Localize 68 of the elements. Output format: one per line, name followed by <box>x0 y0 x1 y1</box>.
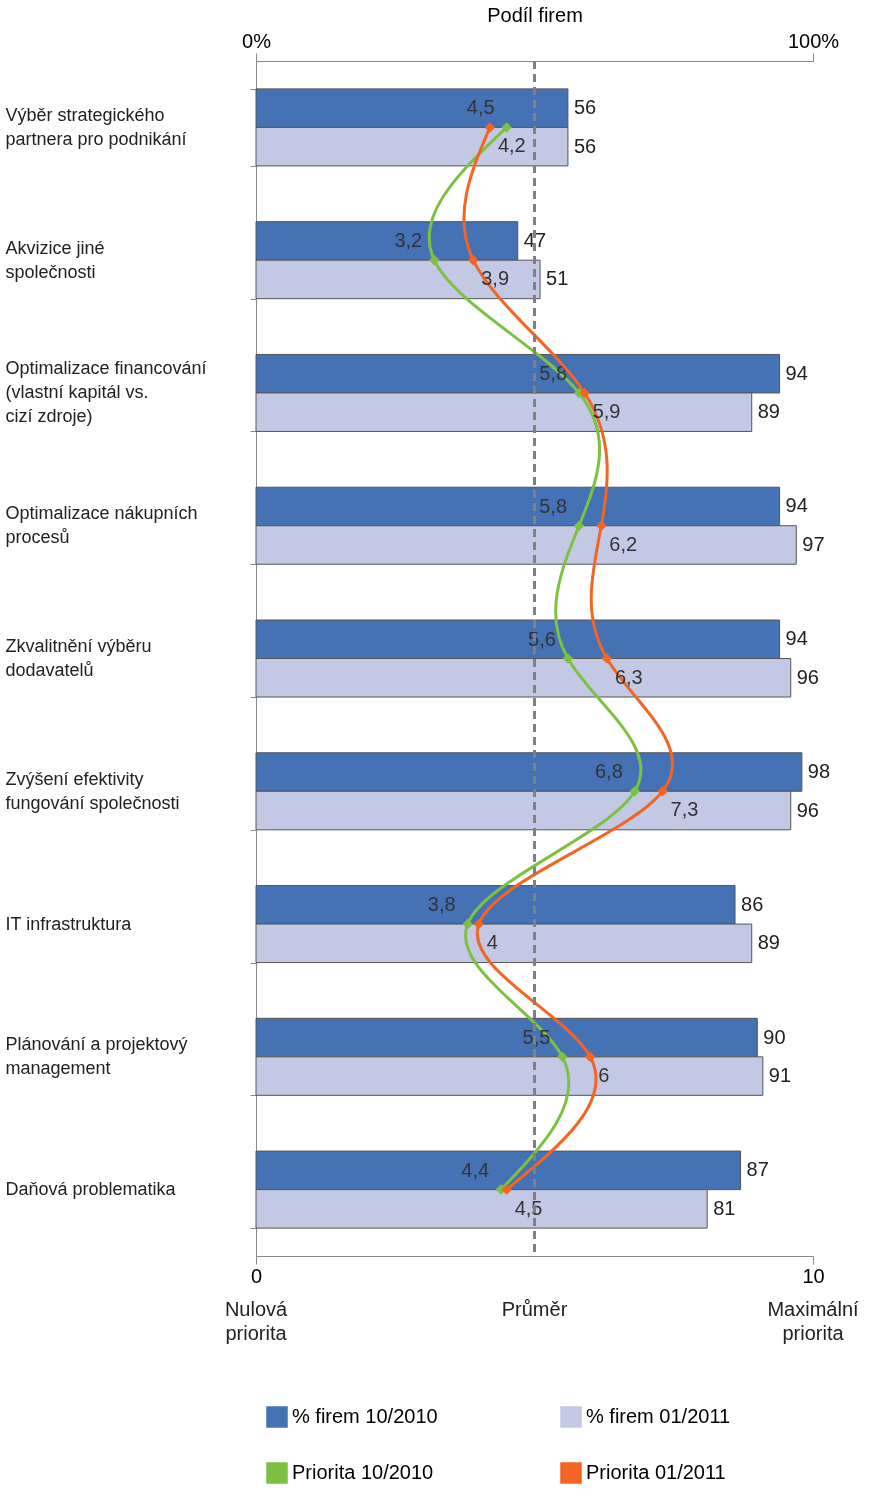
data-label: 56 <box>573 134 597 157</box>
data-label: 4 <box>486 931 498 954</box>
data-label: 94 <box>785 494 808 517</box>
point <box>462 918 473 930</box>
x2-tick-label: 100% <box>787 29 840 52</box>
data-label: 98 <box>807 760 831 783</box>
data-label: 81 <box>713 1196 736 1219</box>
text: Maximální priorita <box>767 1298 860 1344</box>
data-label: 96 <box>796 665 819 688</box>
data-label: 6 <box>598 1063 610 1086</box>
legend-label: % firem 10/2010 <box>292 1405 438 1427</box>
data-label: 56 <box>573 96 597 119</box>
data-label: 89 <box>757 400 780 423</box>
text: Nulová priorita <box>224 1298 288 1344</box>
data-label: 96 <box>796 798 819 821</box>
data-label: 5,8 <box>539 494 568 517</box>
point <box>579 387 590 399</box>
point <box>596 520 607 531</box>
legend-label: Priorita 01/2011 <box>586 1461 726 1483</box>
data-label: 4,2 <box>497 134 526 157</box>
data-label: 4,5 <box>466 96 495 119</box>
data-label: 97 <box>802 532 825 555</box>
point <box>501 122 512 133</box>
point <box>562 653 574 664</box>
point <box>657 786 668 797</box>
point <box>601 653 613 664</box>
point <box>501 1184 512 1195</box>
point <box>584 1051 596 1063</box>
x2-tick-label: 0% <box>242 29 272 52</box>
point <box>484 122 496 133</box>
point <box>467 254 479 266</box>
data-label: 47 <box>523 228 547 251</box>
data-label: 5,5 <box>522 1025 551 1048</box>
data-label: 7,3 <box>670 798 699 821</box>
data-label: 89 <box>757 931 780 954</box>
data-label: 94 <box>785 361 808 384</box>
y-tick-label: Akvizice jiné společnosti <box>5 237 105 282</box>
data-label: 86 <box>741 892 764 915</box>
data-label: 3,2 <box>394 229 423 252</box>
y-tick-label: Plánování a projektový management <box>5 1034 188 1079</box>
data-label: 3,8 <box>427 893 456 916</box>
y-tick-label: Zkvalitnění výběru dodavatelů <box>5 636 152 680</box>
y-tick-label: IT infrastruktura <box>5 913 133 934</box>
legend-label: Priorita 10/2010 <box>292 1461 434 1483</box>
y-tick-label: Optimalizace financování (vlastní kapitál vs. cizí zdroje) <box>5 358 207 427</box>
data-label: 87 <box>746 1158 769 1181</box>
point <box>429 254 440 266</box>
point <box>473 918 485 930</box>
data-label: 94 <box>785 627 808 650</box>
y-tick-label: Zvýšení efektivity fungování společnosti <box>5 768 180 813</box>
data-label: 6,8 <box>594 760 623 783</box>
x-tick-label: 10 <box>802 1264 825 1287</box>
point <box>629 786 640 797</box>
data-label: 5,6 <box>528 627 556 650</box>
data-label: 4,4 <box>461 1158 490 1181</box>
x-tick-label: 0 <box>250 1264 263 1287</box>
y-tick-label: Daňová problematika <box>5 1179 177 1200</box>
data-label: 90 <box>763 1025 786 1048</box>
data-label: 6,2 <box>609 532 638 555</box>
legend-label: % firem 01/2011 <box>586 1405 731 1427</box>
data-label: 51 <box>546 267 569 290</box>
data-label: 91 <box>768 1064 792 1087</box>
y-tick-label: Výběr strategického partnera pro podnikání <box>5 104 187 149</box>
x2-axis-title: Podíl firem <box>487 3 583 26</box>
point <box>573 520 585 531</box>
y-tick-label: Optimalizace nákupních procesů <box>5 503 198 548</box>
point <box>557 1051 568 1063</box>
ref-line-label: Průměr <box>501 1298 568 1320</box>
